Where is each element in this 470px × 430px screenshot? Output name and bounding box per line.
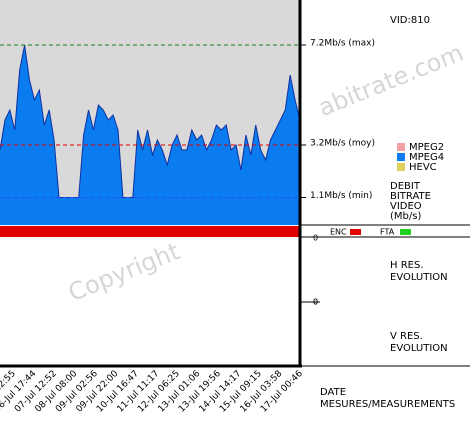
watermark: Copyright (64, 237, 183, 307)
legend-swatch (397, 163, 405, 171)
reference-label: 7.2Mb/s (max) (310, 39, 375, 49)
y-axis-label: (Mb/s) (390, 211, 421, 222)
status-swatch (350, 229, 361, 235)
legend-swatch (397, 153, 405, 161)
status-swatch (400, 229, 411, 235)
area (0, 45, 300, 225)
legend-label: MPEG4 (409, 152, 444, 163)
y-axis-label: BITRATE (390, 191, 431, 202)
x-axis-label: DATE (320, 387, 346, 398)
reference-label: 3.2Mb/s (moy) (310, 139, 375, 149)
legend-label: HEVC (409, 162, 437, 173)
reference-label: 1.1Mb/s (min) (310, 191, 372, 201)
y-tick-label: 0 (313, 234, 318, 243)
status-label: ENC (330, 228, 347, 237)
status-label: FTA (380, 228, 395, 237)
legend-swatch (397, 143, 405, 151)
panel-title: V RES. (390, 331, 423, 342)
legend-label: MPEG2 (409, 142, 444, 153)
y-axis-label: DEBIT (390, 181, 421, 192)
x-axis-label: MESURES/MEASUREMENTS (320, 399, 455, 410)
status-bar (0, 226, 300, 237)
watermark: abitrate.com (314, 39, 467, 123)
id-label: VID:810 (390, 15, 430, 26)
y-axis-label: VIDEO (390, 201, 422, 212)
panel-title: H RES. (390, 260, 424, 271)
panel-title: EVOLUTION (390, 272, 448, 283)
panel-title: EVOLUTION (390, 343, 448, 354)
area-line (0, 44, 301, 198)
y-tick-label: 0 (313, 298, 318, 307)
y-tick-label: 0 (313, 298, 318, 307)
